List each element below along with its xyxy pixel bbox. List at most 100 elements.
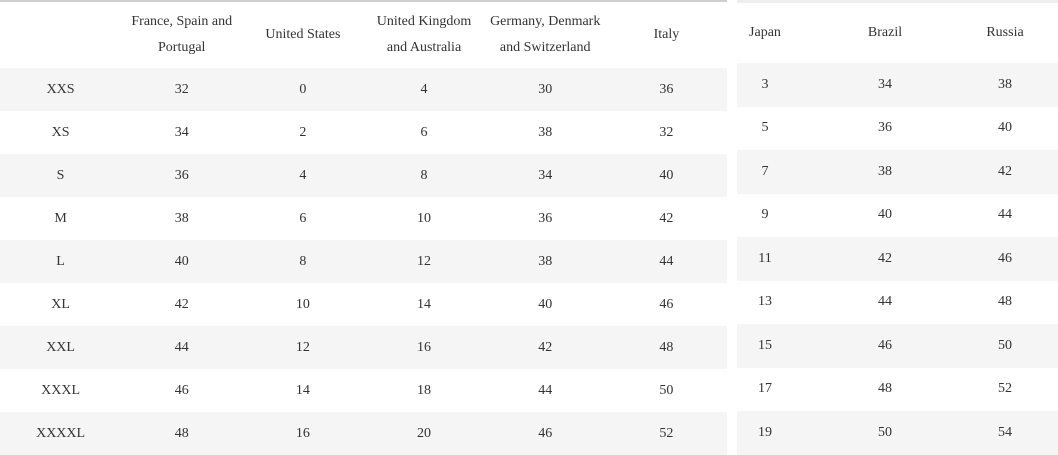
size-label-cell: M: [54, 210, 67, 226]
column-header-cell: Germany, Denmark and Switzerland: [490, 14, 601, 55]
size-value-cell: 5: [761, 120, 769, 136]
size-value-cell: 17: [758, 381, 772, 397]
size-value-cell: 30: [538, 81, 553, 97]
table-row: XXL 44 12 16 42 48: [0, 326, 727, 369]
size-table-right-header: Japan Brazil Russia: [737, 3, 1058, 63]
size-value-cell: 15: [758, 337, 772, 353]
size-value-cell: 34: [174, 124, 189, 140]
table-row: XS 34 2 6 38 32: [0, 111, 727, 154]
size-value-cell: 46: [878, 337, 892, 353]
size-value-cell: 40: [174, 253, 189, 269]
size-value-cell: 44: [538, 382, 553, 398]
size-value-cell: 8: [299, 253, 307, 269]
table-row: 3 34 38: [737, 63, 1058, 107]
size-label-cell: XXL: [46, 339, 75, 355]
size-value-cell: 32: [659, 124, 674, 140]
table-row: XL 42 10 14 40 46: [0, 283, 727, 326]
table-row: S 36 4 8 34 40: [0, 154, 727, 197]
size-value-cell: 20: [417, 425, 432, 441]
size-value-cell: 40: [878, 207, 892, 223]
size-value-cell: 8: [420, 167, 428, 183]
table-row: XXS 32 0 4 30 36: [0, 68, 727, 111]
header-row: Japan Brazil Russia: [737, 3, 1058, 63]
size-value-cell: 4: [420, 81, 428, 97]
size-value-cell: 46: [998, 250, 1012, 266]
size-value-cell: 50: [998, 337, 1012, 353]
size-label-cell: XXS: [46, 81, 75, 97]
size-value-cell: 38: [538, 124, 553, 140]
size-value-cell: 46: [174, 382, 189, 398]
column-header-cell: France, Spain and Portugal: [131, 14, 233, 55]
size-value-cell: 50: [878, 424, 892, 440]
size-value-cell: 48: [659, 339, 674, 355]
size-value-cell: 40: [538, 296, 553, 312]
size-value-cell: 16: [417, 339, 432, 355]
size-value-cell: 14: [417, 296, 432, 312]
size-value-cell: 14: [295, 382, 310, 398]
size-value-cell: 36: [659, 81, 674, 97]
size-value-cell: 42: [998, 163, 1012, 179]
size-value-cell: 6: [299, 210, 307, 226]
size-value-cell: 36: [174, 167, 189, 183]
size-label-cell: XL: [51, 296, 70, 312]
table-row: 9 40 44: [737, 193, 1058, 237]
size-value-cell: 38: [538, 253, 553, 269]
table-row: M 38 6 10 36 42: [0, 197, 727, 240]
column-header-cell: United Kingdom and Australia: [376, 14, 472, 55]
size-value-cell: 10: [417, 210, 432, 226]
size-value-cell: 16: [295, 425, 310, 441]
size-value-cell: 13: [758, 294, 772, 310]
table-row: 15 46 50: [737, 324, 1058, 368]
size-table-right-body: 3 34 38 5 36 40 7 38 42 9 40 44 11 42 46 13 44 48 15 46 50 17…: [737, 63, 1058, 455]
size-value-cell: 42: [538, 339, 553, 355]
size-value-cell: 44: [174, 339, 189, 355]
size-value-cell: 50: [659, 382, 674, 398]
size-value-cell: 36: [538, 210, 553, 226]
size-value-cell: 38: [878, 163, 892, 179]
table-row: L 40 8 12 38 44: [0, 240, 727, 283]
size-value-cell: 19: [758, 424, 772, 440]
size-value-cell: 34: [538, 167, 553, 183]
size-value-cell: 3: [761, 76, 769, 92]
size-value-cell: 44: [659, 253, 674, 269]
size-label-cell: S: [56, 167, 65, 183]
size-value-cell: 6: [420, 124, 428, 140]
table-row: 5 36 40: [737, 106, 1058, 150]
size-value-cell: 52: [659, 425, 674, 441]
size-value-cell: 9: [761, 207, 769, 223]
size-value-cell: 11: [758, 250, 772, 266]
size-value-cell: 4: [299, 167, 307, 183]
size-value-cell: 38: [174, 210, 189, 226]
size-label-cell: XS: [51, 124, 70, 140]
size-value-cell: 48: [174, 425, 189, 441]
size-table-left-header: France, Spain and Portugal United States U…: [0, 2, 727, 68]
column-header-cell: Japan: [749, 25, 781, 40]
size-value-cell: 52: [998, 381, 1012, 397]
size-table-left: France, Spain and Portugal United States U…: [0, 2, 727, 455]
table-row: 13 44 48: [737, 280, 1058, 324]
table-row: 17 48 52: [737, 367, 1058, 411]
size-value-cell: 44: [878, 294, 892, 310]
column-header-cell: Italy: [653, 27, 680, 42]
size-value-cell: 36: [878, 120, 892, 136]
size-value-cell: 48: [878, 381, 892, 397]
size-value-cell: 42: [878, 250, 892, 266]
size-value-cell: 46: [659, 296, 674, 312]
size-value-cell: 12: [295, 339, 310, 355]
size-value-cell: 40: [659, 167, 674, 183]
size-table-panel-left: France, Spain and Portugal United States U…: [0, 0, 727, 455]
table-row: XXXL 46 14 18 44 50: [0, 369, 727, 412]
table-row: 7 38 42: [737, 150, 1058, 194]
size-value-cell: 46: [538, 425, 553, 441]
table-row: 19 50 54: [737, 411, 1058, 455]
size-value-cell: 48: [998, 294, 1012, 310]
size-value-cell: 12: [417, 253, 432, 269]
size-value-cell: 32: [174, 81, 189, 97]
column-header-cell: Russia: [986, 25, 1024, 40]
size-label-cell: XXXL: [41, 382, 81, 398]
table-row: XXXXL 48 16 20 46 52: [0, 412, 727, 455]
size-value-cell: 54: [998, 424, 1012, 440]
size-value-cell: 18: [417, 382, 432, 398]
size-value-cell: 7: [761, 163, 769, 179]
size-value-cell: 42: [174, 296, 189, 312]
